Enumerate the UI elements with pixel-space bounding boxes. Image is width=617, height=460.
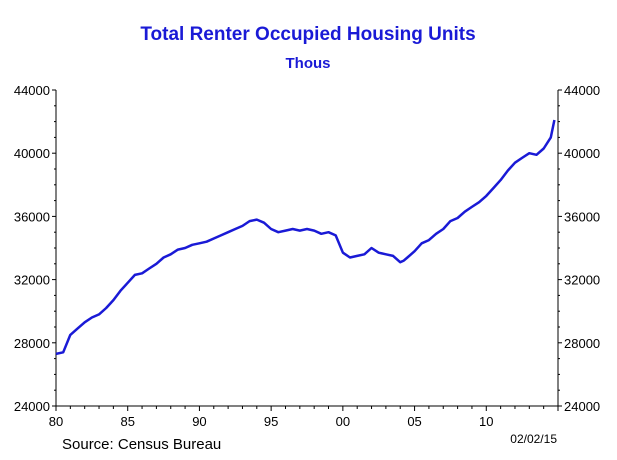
y-tick-label-left: 28000 <box>14 336 50 351</box>
y-tick-label-right: 28000 <box>564 336 600 351</box>
source-note: Source: Census Bureau <box>62 436 221 453</box>
y-axis-right-ticks: 24000 28000 32000 36000 40000 44000 <box>558 83 600 414</box>
chart-subtitle: Thous <box>286 55 331 72</box>
y-tick-label-right: 40000 <box>564 146 600 161</box>
y-tick-label-left: 44000 <box>14 83 50 98</box>
y-tick-label-right: 32000 <box>564 273 600 288</box>
y-tick-label-right: 24000 <box>564 399 600 414</box>
x-tick-label: 00 <box>336 414 350 429</box>
date-stamp: 02/02/15 <box>510 432 557 446</box>
y-tick-label-right: 44000 <box>564 83 600 98</box>
x-tick-label: 80 <box>49 414 63 429</box>
series-line <box>55 119 556 356</box>
x-tick-label: 05 <box>407 414 421 429</box>
chart-title: Total Renter Occupied Housing Units <box>140 24 475 45</box>
y-tick-label-left: 36000 <box>14 209 50 224</box>
x-tick-label: 10 <box>479 414 493 429</box>
x-axis-ticks: 80 85 90 95 00 05 10 <box>49 406 559 429</box>
x-tick-label: 85 <box>120 414 134 429</box>
x-tick-label: 90 <box>192 414 206 429</box>
y-tick-label-left: 40000 <box>14 146 50 161</box>
x-tick-label: 95 <box>264 414 278 429</box>
y-tick-label-left: 24000 <box>14 399 50 414</box>
chart-axes <box>55 90 559 407</box>
y-axis-left-ticks: 24000 28000 32000 36000 40000 44000 <box>14 83 56 414</box>
y-tick-label-right: 36000 <box>564 209 600 224</box>
y-tick-label-left: 32000 <box>14 273 50 288</box>
